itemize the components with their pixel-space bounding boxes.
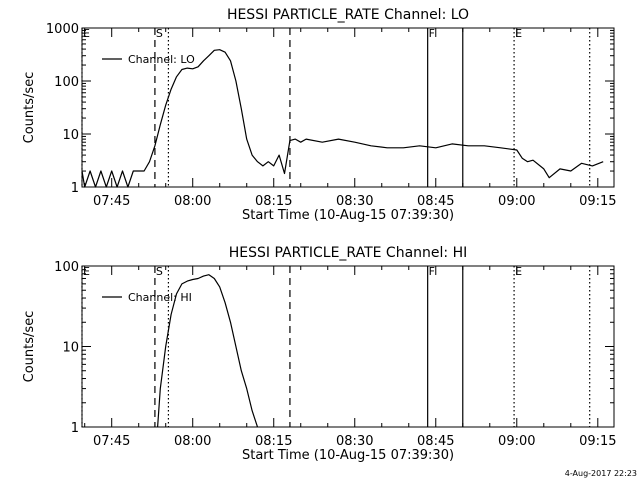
event-marker-label: S <box>156 265 163 278</box>
y-tick-label: 100 <box>54 260 79 275</box>
y-tick-label: 10 <box>62 128 79 143</box>
x-tick-label: 09:00 <box>498 194 535 209</box>
x-tick-label: 07:45 <box>93 194 130 209</box>
x-tick-label: 08:15 <box>255 194 292 209</box>
event-marker-label: S <box>156 27 163 40</box>
x-tick-label: 08:30 <box>336 194 373 209</box>
series-line <box>157 274 259 428</box>
y-tick-label: 10 <box>62 341 79 356</box>
x-tick-label: 08:15 <box>255 434 292 449</box>
x-tick-label: 08:30 <box>336 434 373 449</box>
x-axis-label: Start Time (10-Aug-15 07:39:30) <box>242 208 454 223</box>
panel-lo-channel: HESSI PARTICLE_RATE Channel: LO 1 10 100 100… <box>22 7 617 223</box>
x-axis-label: Start Time (10-Aug-15 07:39:30) <box>242 448 454 463</box>
chart-title: HESSI PARTICLE_RATE Channel: LO <box>227 7 469 23</box>
series-line <box>81 49 604 188</box>
x-tick-label: 08:00 <box>174 194 211 209</box>
event-marker-label: F <box>429 27 435 40</box>
panel-hi-channel: HESSI PARTICLE_RATE Channel: HI 1 10 100 Cou… <box>22 245 617 463</box>
chart-title: HESSI PARTICLE_RATE Channel: HI <box>229 245 467 261</box>
y-tick-label: 1 <box>71 421 79 436</box>
event-marker-label: E <box>83 27 90 40</box>
x-tick-label: 08:45 <box>417 434 454 449</box>
x-tick-label: 09:15 <box>579 194 616 209</box>
event-marker-label: E <box>515 27 522 40</box>
event-marker-label: E <box>515 265 522 278</box>
y-tick-label: 1000 <box>46 22 79 37</box>
x-tick-label: 09:00 <box>498 434 535 449</box>
y-axis-label: Counts/sec <box>22 311 37 383</box>
y-tick-label: 1 <box>71 181 79 196</box>
x-tick-label: 07:45 <box>93 434 130 449</box>
y-axis-label: Counts/sec <box>22 72 37 144</box>
plot-frame <box>81 27 615 188</box>
plot-timestamp: 4-Aug-2017 22:23 <box>565 469 637 478</box>
legend-label: Channel: LO <box>128 53 195 66</box>
x-tick-label: 08:45 <box>417 194 454 209</box>
event-marker-label: E <box>83 265 90 278</box>
event-marker-label: F <box>429 265 435 278</box>
x-tick-label: 09:15 <box>579 434 616 449</box>
x-tick-label: 08:00 <box>174 434 211 449</box>
legend-label: Channel: HI <box>128 291 192 304</box>
y-tick-label: 100 <box>54 75 79 90</box>
